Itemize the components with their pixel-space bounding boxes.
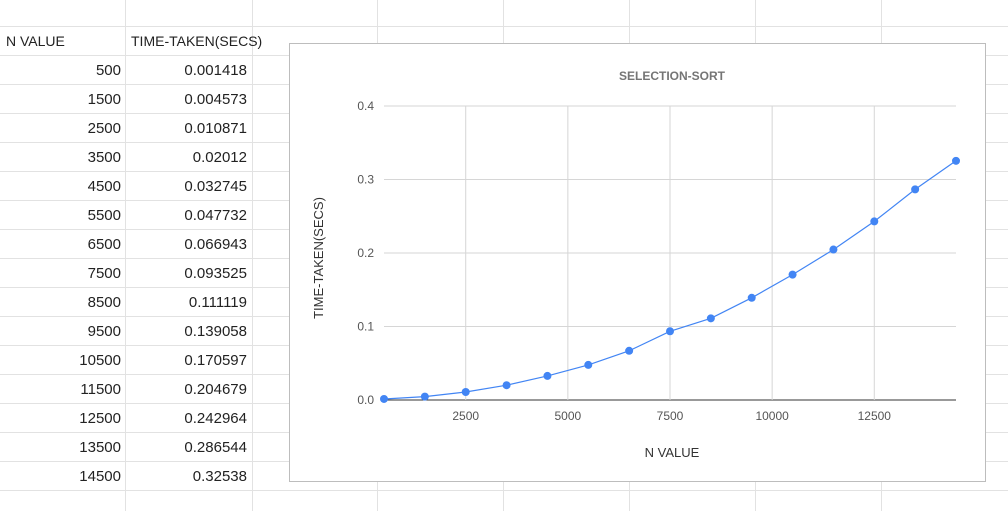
- cell-time-taken[interactable]: 0.204679: [184, 381, 247, 398]
- selection-sort-chart[interactable]: SELECTION-SORT 0.0 0.1 0.2 0.3 0.4 2500 5000 750…: [289, 43, 986, 482]
- data-point: [666, 327, 674, 336]
- y-axis-label: TIME-TAKEN(SECS): [311, 197, 326, 319]
- cell-time-taken[interactable]: 0.047732: [184, 207, 247, 224]
- x-tick-label: 7500: [657, 409, 684, 423]
- data-point: [461, 388, 470, 397]
- cell-time-taken[interactable]: 0.001418: [184, 62, 247, 79]
- cell-time-taken[interactable]: 0.32538: [192, 468, 247, 485]
- data-point: [420, 392, 429, 401]
- cell-n-value[interactable]: 10500: [79, 352, 121, 369]
- data-point: [829, 245, 838, 254]
- cell-time-taken[interactable]: 0.286544: [184, 439, 247, 456]
- cell-n-value[interactable]: 4500: [87, 178, 121, 195]
- cell-n-value[interactable]: 13500: [79, 439, 121, 456]
- data-point: [625, 346, 634, 355]
- x-axis-label: N VALUE: [645, 445, 700, 460]
- cell-time-taken[interactable]: 0.093525: [184, 265, 247, 282]
- cell-time-taken[interactable]: 0.242964: [184, 410, 247, 427]
- cell-time-taken[interactable]: 0.004573: [184, 91, 247, 108]
- data-point: [870, 217, 879, 226]
- y-tick-label: 0.0: [357, 393, 374, 407]
- x-tick-label: 2500: [452, 409, 479, 423]
- cell-time-taken[interactable]: 0.02012: [192, 149, 247, 166]
- header-time-taken[interactable]: TIME-TAKEN(SECS): [131, 33, 263, 49]
- cell-time-taken[interactable]: 0.010871: [184, 120, 247, 137]
- cell-n-value[interactable]: 14500: [79, 468, 121, 485]
- cell-n-value[interactable]: 11500: [80, 381, 121, 398]
- data-point: [911, 185, 920, 194]
- y-tick-label: 0.4: [357, 99, 374, 113]
- chart-canvas: SELECTION-SORT 0.0 0.1 0.2 0.3 0.4 2500 5000 750…: [311, 69, 960, 460]
- y-tick-label: 0.3: [357, 173, 374, 187]
- chart-title: SELECTION-SORT: [619, 69, 726, 83]
- data-point: [502, 381, 511, 390]
- y-tick-label: 0.2: [357, 246, 374, 260]
- data-point: [543, 371, 552, 380]
- cell-n-value[interactable]: 9500: [87, 323, 121, 340]
- cell-time-taken[interactable]: 0.170597: [184, 352, 247, 369]
- data-point: [788, 270, 797, 279]
- cell-n-value[interactable]: 500: [95, 62, 121, 79]
- x-tick-label: 10000: [755, 409, 789, 423]
- data-point: [706, 314, 715, 323]
- data-point: [952, 156, 960, 165]
- cell-time-taken[interactable]: 0.032745: [184, 178, 247, 195]
- cell-n-value[interactable]: 5500: [87, 207, 121, 224]
- cell-n-value[interactable]: 3500: [87, 149, 121, 166]
- data-point: [747, 293, 756, 302]
- cell-n-value[interactable]: 12500: [79, 410, 121, 427]
- x-tick-label: 12500: [858, 409, 892, 423]
- header-n-value[interactable]: N VALUE: [6, 33, 65, 49]
- cell-n-value[interactable]: 2500: [87, 120, 121, 137]
- cell-time-taken[interactable]: 0.111119: [188, 294, 247, 311]
- cell-time-taken[interactable]: 0.139058: [184, 323, 247, 340]
- cell-n-value[interactable]: 1500: [87, 91, 121, 108]
- y-tick-label: 0.1: [357, 320, 374, 334]
- cell-n-value[interactable]: 8500: [87, 294, 121, 311]
- x-tick-label: 5000: [555, 409, 582, 423]
- cell-n-value[interactable]: 7500: [87, 265, 121, 282]
- data-point: [584, 360, 593, 369]
- data-point: [380, 394, 388, 403]
- cell-time-taken[interactable]: 0.066943: [184, 236, 247, 253]
- cell-n-value[interactable]: 6500: [87, 236, 121, 253]
